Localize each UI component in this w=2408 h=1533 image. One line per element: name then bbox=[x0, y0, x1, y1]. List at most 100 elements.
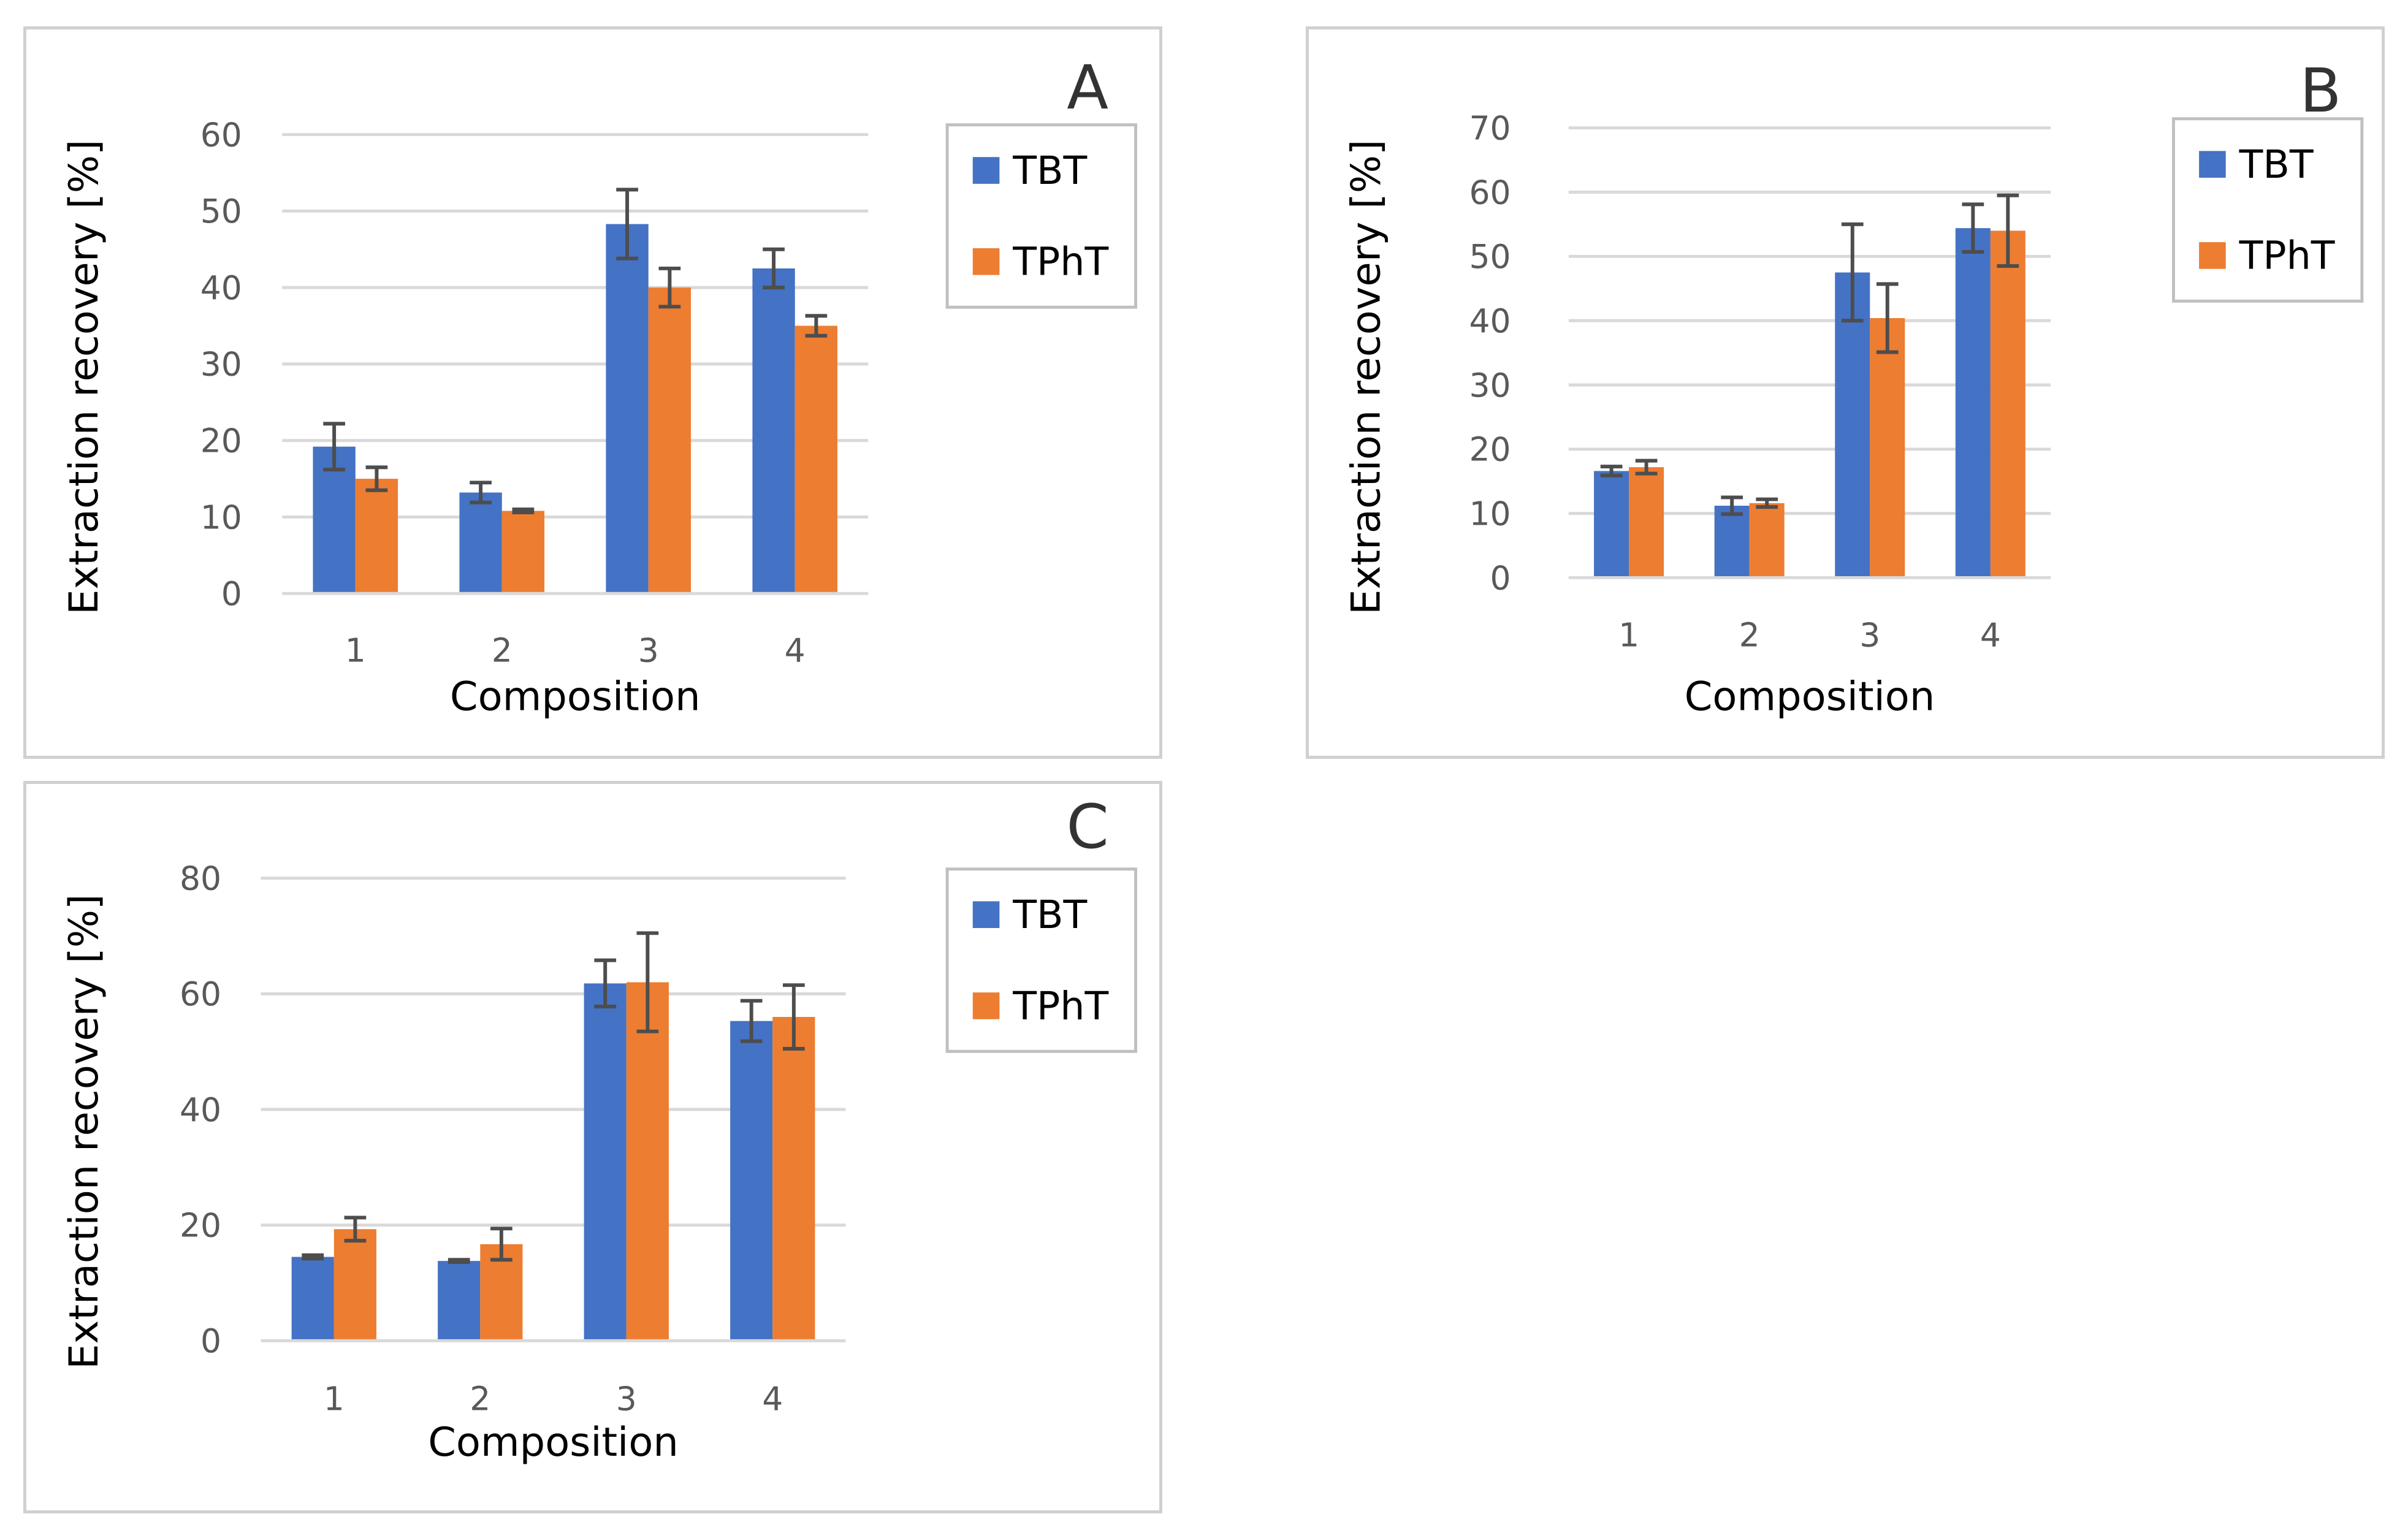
chart-panel-c: 0 20 40 60 80 1 2 3 4 Extraction recovery [%] Co… bbox=[23, 781, 1162, 1513]
legend-swatch-tpht bbox=[972, 248, 1000, 275]
y-axis-title: Extraction recovery [%] bbox=[61, 894, 107, 1369]
error-bar-tpht-1 bbox=[365, 465, 388, 492]
error-bar-tbt-1 bbox=[302, 1253, 324, 1261]
error-bar-tbt-2 bbox=[470, 481, 492, 504]
panel-label: C bbox=[1067, 792, 1109, 862]
bar-tpht-2 bbox=[1749, 503, 1785, 578]
y-tick-label: 60 bbox=[180, 975, 221, 1013]
error-bar-tbt-3 bbox=[594, 958, 617, 1009]
error-bar-tpht-4 bbox=[783, 983, 805, 1051]
y-tick-label: 70 bbox=[1469, 108, 1511, 147]
x-tick-label: 1 bbox=[345, 631, 366, 669]
chart-panel-a: 0 10 20 30 40 50 60 1 2 3 4 Extraction recovery [%… bbox=[23, 26, 1162, 759]
error-bar-tpht-2 bbox=[512, 508, 535, 514]
chart-b-svg: 0 10 20 30 40 50 60 70 1 2 3 4 Extraction recovery … bbox=[1343, 56, 2364, 720]
bar-tbt-3 bbox=[584, 983, 627, 1341]
bar-tpht-1 bbox=[1629, 467, 1664, 578]
error-bar-tpht-1 bbox=[1635, 458, 1658, 476]
bar-tbt-3 bbox=[1835, 272, 1870, 578]
y-axis-title: Extraction recovery [%] bbox=[61, 140, 107, 615]
bar-tpht-4 bbox=[1990, 230, 2025, 578]
bar-tpht-2 bbox=[501, 511, 545, 594]
panel-label: A bbox=[1067, 53, 1108, 123]
y-tick-label: 40 bbox=[1469, 302, 1511, 340]
legend-label-tpht: TPhT bbox=[1012, 239, 1108, 284]
error-bar-tpht-1 bbox=[344, 1215, 367, 1243]
error-bar-tpht-3 bbox=[636, 931, 659, 1033]
x-tick-label: 1 bbox=[1618, 616, 1639, 655]
y-tick-label: 40 bbox=[180, 1090, 221, 1129]
y-tick-label: 60 bbox=[200, 115, 242, 154]
x-axis-title: Composition bbox=[428, 1419, 679, 1466]
x-tick-label: 2 bbox=[492, 631, 512, 669]
x-tick-label: 3 bbox=[1859, 616, 1880, 655]
legend-box bbox=[2172, 117, 2364, 303]
y-tick-label: 0 bbox=[200, 1322, 221, 1360]
y-tick-label: 30 bbox=[1469, 366, 1511, 405]
x-tick-label: 2 bbox=[470, 1379, 490, 1418]
bar-tbt-4 bbox=[730, 1021, 773, 1341]
bar-tbt-1 bbox=[1594, 471, 1629, 578]
bar-tpht-4 bbox=[794, 325, 838, 594]
y-tick-label: 10 bbox=[200, 498, 242, 536]
chart-a-svg: 0 10 20 30 40 50 60 1 2 3 4 Extraction recovery [%… bbox=[61, 53, 1138, 720]
bar-tbt-2 bbox=[1714, 506, 1750, 578]
y-tick-label: 50 bbox=[1469, 237, 1511, 276]
error-bar-tpht-4 bbox=[805, 314, 828, 338]
error-bar-tbt-3 bbox=[1841, 222, 1864, 323]
bar-tpht-1 bbox=[355, 479, 398, 594]
legend-label-tbt: TBT bbox=[2239, 142, 2314, 187]
y-tick-label: 40 bbox=[200, 268, 242, 307]
bar-tpht-3 bbox=[1870, 318, 1905, 578]
legend-swatch-tbt bbox=[972, 157, 1000, 184]
x-tick-label: 4 bbox=[762, 1379, 783, 1418]
legend: TBT TPhT bbox=[945, 123, 1138, 309]
error-bar-tpht-3 bbox=[1876, 282, 1899, 354]
error-bar-tbt-1 bbox=[1600, 465, 1623, 477]
legend-swatch-tbt bbox=[2199, 151, 2226, 178]
x-tick-label: 4 bbox=[785, 631, 806, 669]
error-bar-tpht-2 bbox=[490, 1227, 512, 1262]
x-tick-label: 4 bbox=[1980, 616, 2001, 655]
y-tick-label: 80 bbox=[180, 859, 221, 898]
bar-tpht-4 bbox=[772, 1017, 815, 1341]
x-tick-label: 3 bbox=[638, 631, 659, 669]
error-bar-tbt-2 bbox=[1721, 495, 1743, 516]
y-tick-label: 0 bbox=[221, 574, 242, 613]
legend-swatch-tpht bbox=[2199, 242, 2226, 269]
legend-label-tpht: TPhT bbox=[1012, 983, 1108, 1029]
bar-tbt-3 bbox=[606, 224, 649, 594]
bar-tbt-2 bbox=[438, 1261, 481, 1341]
legend: TBT TPhT bbox=[945, 867, 1138, 1053]
bar-tbt-2 bbox=[459, 492, 502, 594]
chart-panel-b: 0 10 20 30 40 50 60 70 1 2 3 4 Extraction recovery … bbox=[1306, 26, 2385, 759]
bar-tpht-3 bbox=[626, 982, 669, 1341]
error-bar-tbt-3 bbox=[616, 188, 638, 261]
x-tick-label: 3 bbox=[616, 1379, 637, 1418]
error-bar-tpht-2 bbox=[1756, 497, 1778, 509]
error-bar-tbt-4 bbox=[1962, 202, 1984, 254]
legend-swatch-tpht bbox=[972, 992, 1000, 1019]
legend-box bbox=[945, 123, 1138, 309]
legend-swatch-tbt bbox=[972, 901, 1000, 929]
legend-box bbox=[945, 867, 1138, 1053]
error-bar-tbt-1 bbox=[323, 422, 345, 472]
bar-tbt-4 bbox=[752, 268, 795, 594]
y-tick-label: 50 bbox=[200, 192, 242, 230]
bar-tpht-3 bbox=[648, 287, 692, 594]
error-bar-tpht-4 bbox=[1997, 193, 2019, 268]
y-tick-label: 10 bbox=[1469, 494, 1511, 533]
legend-label-tbt: TBT bbox=[1012, 892, 1087, 937]
legend-label-tbt: TBT bbox=[1012, 148, 1087, 193]
y-tick-label: 20 bbox=[200, 422, 242, 460]
error-bar-tbt-4 bbox=[740, 999, 763, 1043]
legend: TBT TPhT bbox=[2172, 117, 2364, 303]
error-bar-tbt-4 bbox=[763, 247, 785, 290]
error-bar-tpht-3 bbox=[658, 266, 681, 309]
y-tick-label: 0 bbox=[1490, 558, 1511, 597]
y-tick-label: 60 bbox=[1469, 173, 1511, 211]
y-tick-label: 20 bbox=[1469, 430, 1511, 469]
y-tick-label: 30 bbox=[200, 345, 242, 384]
x-axis-title: Composition bbox=[450, 674, 701, 720]
x-axis-title: Composition bbox=[1685, 674, 1935, 720]
